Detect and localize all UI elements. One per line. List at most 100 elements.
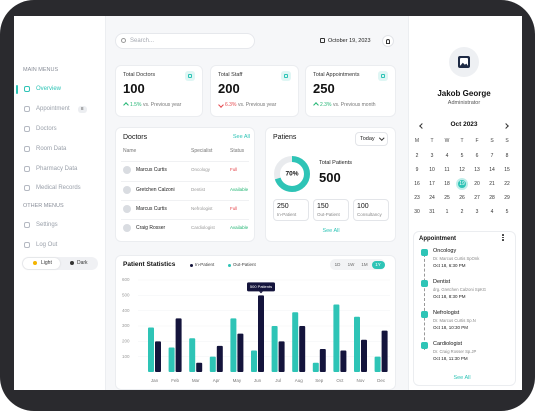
breakdown-box [313, 199, 349, 221]
stat-icon [378, 71, 388, 81]
calendar-day[interactable]: 4 [445, 152, 449, 159]
menu-item[interactable]: Medical Records [36, 185, 81, 191]
range-button[interactable]: 1W [347, 261, 355, 267]
calendar-day[interactable]: 5 [460, 152, 464, 159]
column-header: Name [123, 148, 137, 154]
calendar-day[interactable]: 19 [459, 180, 465, 187]
stat-title: Total Staff [218, 72, 243, 78]
bell-button[interactable] [382, 35, 394, 47]
calendar-day[interactable]: 2 [415, 152, 419, 159]
calendar-day[interactable]: 2 [460, 208, 464, 215]
search-icon [121, 38, 126, 43]
appointment-icon [421, 249, 428, 256]
appointment-time: Oct 18, 8:30 PM [433, 294, 466, 299]
breakdown-label: Out-Patient [317, 212, 340, 217]
row-divider [121, 161, 249, 162]
calendar-day[interactable]: 24 [429, 194, 435, 201]
appointment-title: Dentist [433, 279, 451, 285]
calendar-day[interactable]: 3 [430, 152, 434, 159]
stat-value: 200 [218, 81, 240, 96]
card-title: Patiens [273, 134, 297, 141]
doctor-specialist: Dentist [191, 186, 206, 192]
calendar-day[interactable]: 22 [504, 180, 510, 187]
column-header: Specialist [191, 148, 213, 154]
calendar-day[interactable]: 17 [429, 180, 435, 187]
legend-swatch [190, 264, 193, 267]
column-header: Status [230, 148, 245, 154]
calendar-day[interactable]: 25 [444, 194, 450, 201]
calendar-day[interactable]: 6 [475, 152, 479, 159]
calendar-day[interactable]: 23 [414, 194, 420, 201]
doctor-avatar [123, 166, 131, 174]
calendar-day[interactable]: 21 [489, 180, 495, 187]
menu-icon [24, 166, 30, 172]
stat-title: Total Appointments [313, 72, 360, 78]
calendar-day[interactable]: 18 [444, 180, 450, 187]
weekday-label: T [430, 138, 434, 144]
more-dot [502, 234, 504, 236]
calendar-day[interactable]: 30 [414, 208, 420, 215]
calendar-day[interactable]: 31 [429, 208, 435, 215]
appointment-time: Oct 18, 11:30 PM [433, 356, 468, 361]
theme-light[interactable] [23, 258, 60, 269]
weekday-label: T [460, 138, 464, 144]
legend-label: In-Patient [195, 262, 215, 267]
appointment-time: Oct 18, 10:30 PM [433, 325, 469, 330]
see-all-link[interactable]: See All [322, 228, 340, 234]
menu-item[interactable]: Appointment [36, 106, 70, 112]
legend-swatch [228, 264, 231, 267]
sun-icon [33, 261, 37, 265]
menu-item[interactable]: Room Data [36, 146, 67, 152]
calendar-day[interactable]: 9 [415, 166, 419, 173]
calendar-day[interactable]: 20 [474, 180, 480, 187]
calendar-day[interactable]: 5 [505, 208, 509, 215]
profile-name: Jakob George [437, 89, 491, 98]
stat-icon [185, 71, 195, 81]
calendar-day[interactable]: 26 [459, 194, 465, 201]
calendar-day[interactable]: 1 [445, 208, 449, 215]
range-button[interactable]: 1Y [371, 261, 385, 269]
range-button[interactable]: 1D [334, 261, 341, 267]
see-all-link[interactable]: See All [453, 375, 471, 381]
menu-item[interactable]: Settings [36, 222, 58, 228]
calendar-day[interactable]: 12 [459, 166, 465, 173]
filter-dropdown[interactable] [355, 132, 388, 146]
menu-item[interactable]: Doctors [36, 126, 57, 132]
calendar-day[interactable]: 4 [490, 208, 494, 215]
stat-value: 250 [313, 81, 335, 96]
calendar-day[interactable]: 13 [474, 166, 480, 173]
calendar-day[interactable]: 27 [474, 194, 480, 201]
weekday-label: F [475, 138, 479, 144]
search-box[interactable] [115, 33, 255, 49]
menu-icon [24, 146, 30, 152]
calendar-day[interactable]: 15 [504, 166, 510, 173]
filter-label: Today [360, 135, 375, 142]
calendar-day[interactable]: 16 [414, 180, 420, 187]
calendar-day[interactable]: 3 [475, 208, 479, 215]
timeline-line [424, 254, 425, 350]
calendar-day[interactable]: 14 [489, 166, 495, 173]
menu-item[interactable]: Overview [36, 86, 62, 92]
stat-icon-glyph [284, 74, 288, 78]
appointment-title: Cardiologist [433, 341, 463, 347]
calendar-day[interactable]: 28 [489, 194, 495, 201]
menu-item[interactable]: Pharmacy Data [36, 166, 78, 172]
calendar-day[interactable]: 10 [429, 166, 435, 173]
appointment-title: Oncology [433, 248, 457, 254]
breakdown-value: 250 [277, 203, 289, 210]
theme-option[interactable]: Light [41, 259, 52, 266]
see-all-link[interactable]: See All [232, 133, 250, 140]
calendar-day[interactable]: 7 [490, 152, 494, 159]
card-title: Appointment [419, 236, 456, 242]
bell-icon [386, 38, 390, 44]
calendar-day[interactable]: 29 [504, 194, 510, 201]
range-button[interactable]: 1M [361, 261, 368, 267]
appointment-doctor: drg. Gretchen Calzoni SpKG [433, 287, 487, 292]
calendar-day[interactable]: 8 [505, 152, 509, 159]
calendar-day[interactable]: 11 [444, 166, 450, 173]
menu-item[interactable]: Log Out [36, 242, 58, 248]
theme-option[interactable]: Dark [77, 259, 88, 266]
doctor-name: Marcus Curtis [136, 166, 167, 173]
avatar-image-sky [460, 58, 468, 66]
